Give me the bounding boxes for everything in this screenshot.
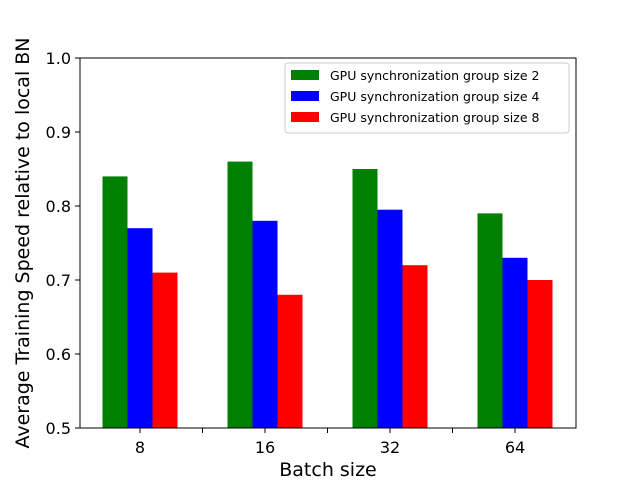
bar-1-8: [102, 176, 128, 428]
y-tick-label: 1.0: [46, 49, 71, 68]
bar-3-8: [152, 272, 178, 428]
legend-swatch-3: [291, 112, 319, 122]
y-tick-label: 0.5: [46, 419, 71, 438]
bar-1-16: [227, 161, 253, 428]
bar-3-64: [527, 280, 553, 428]
legend-entry-2: GPU synchronization group size 4: [330, 89, 540, 104]
x-axis: 8 16 32 64: [135, 428, 525, 457]
legend-entry-3: GPU synchronization group size 8: [330, 110, 540, 125]
legend-box: [284, 62, 570, 134]
bar-1-32: [352, 169, 378, 428]
bar-2-16: [252, 220, 278, 428]
legend-swatch-2: [291, 91, 319, 101]
bar-2-64: [502, 257, 528, 428]
legend-swatch-1: [291, 70, 319, 80]
x-tick-label: 32: [380, 438, 400, 457]
y-tick-label: 0.6: [46, 345, 71, 364]
legend-entry-1: GPU synchronization group size 2: [330, 68, 539, 83]
y-tick-label: 0.8: [46, 197, 71, 216]
bars-layer: [102, 161, 553, 428]
bar-1-64: [477, 213, 503, 428]
y-tick-label: 0.9: [46, 123, 71, 142]
y-axis-title: Average Training Speed relative to local…: [12, 37, 34, 448]
x-tick-label: 8: [135, 438, 145, 457]
legend: GPU synchronization group size 2 GPU sync…: [284, 62, 570, 134]
y-tick-label: 0.7: [46, 271, 71, 290]
x-tick-label: 64: [505, 438, 525, 457]
x-tick-label: 16: [255, 438, 275, 457]
bar-3-16: [277, 294, 303, 428]
bar-3-32: [402, 265, 428, 428]
x-axis-title: Batch size: [279, 459, 377, 480]
bar-2-32: [377, 209, 403, 428]
bar-2-8: [127, 228, 153, 428]
y-axis: 0.5 0.6 0.7 0.8 0.9 1.0: [46, 49, 80, 438]
